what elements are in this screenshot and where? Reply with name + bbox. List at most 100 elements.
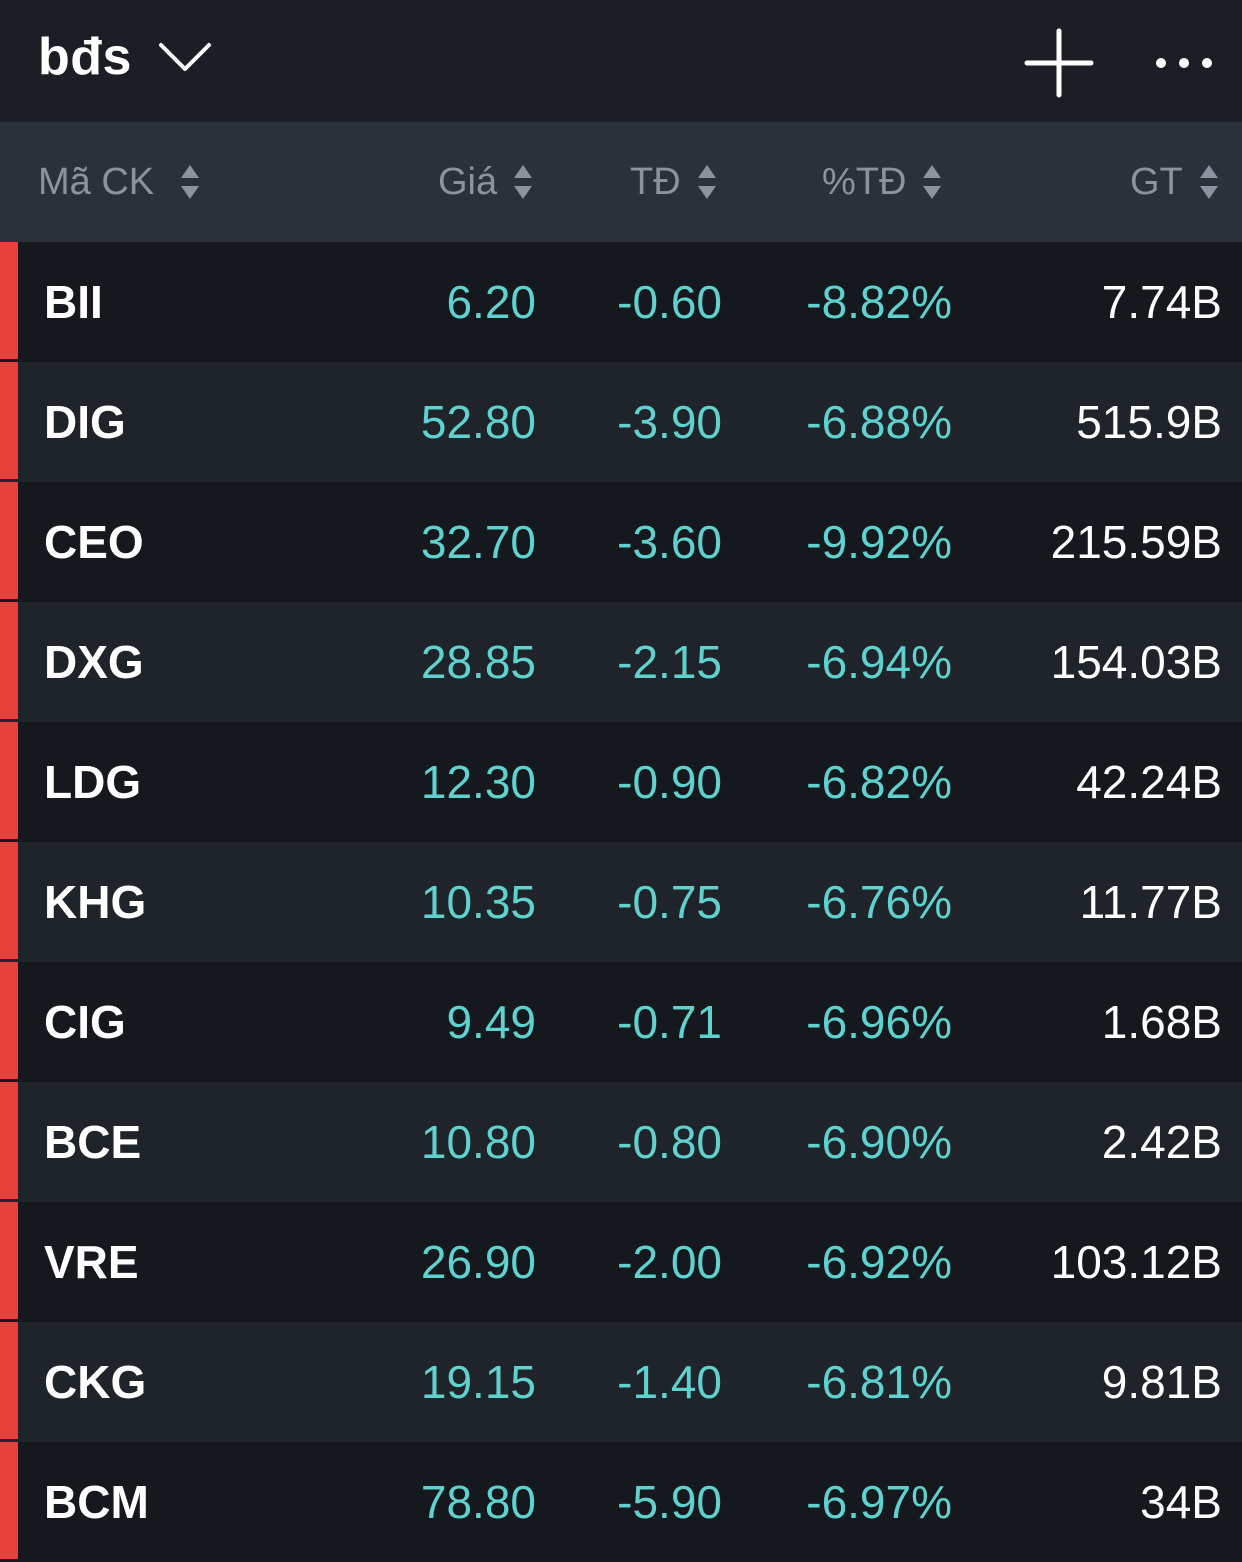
change: -0.75 <box>617 876 722 928</box>
watchlist-selector[interactable]: bđs <box>38 28 212 86</box>
down-indicator-bar <box>0 842 18 959</box>
trade-value: 154.03B <box>1050 636 1222 688</box>
trade-value: 11.77B <box>1079 876 1222 928</box>
trade-value: 7.74B <box>1101 276 1222 328</box>
change: -5.90 <box>617 1476 722 1528</box>
percent-change: -6.90% <box>806 1116 952 1168</box>
down-indicator-bar <box>0 1082 18 1199</box>
price: 28.85 <box>420 636 536 688</box>
down-indicator-bar <box>0 362 18 479</box>
symbol: CKG <box>44 1356 147 1408</box>
down-indicator-bar <box>0 1322 18 1439</box>
sort-icon <box>697 165 716 199</box>
price: 12.30 <box>420 756 536 808</box>
down-indicator-bar <box>0 1202 18 1319</box>
table-row[interactable]: DXG 28.85 -2.15 -6.94% 154.03B <box>0 602 1242 722</box>
plus-icon[interactable] <box>1024 28 1094 98</box>
chevron-down-icon <box>158 43 211 71</box>
table-row[interactable]: KHG 10.35 -0.75 -6.76% 11.77B <box>0 842 1242 962</box>
percent-change: -6.94% <box>806 636 952 688</box>
header-percent[interactable]: %TĐ <box>822 122 942 242</box>
table-row[interactable]: CEO 32.70 -3.60 -9.92% 215.59B <box>0 482 1242 602</box>
symbol: VRE <box>44 1236 139 1288</box>
header-percent-label: %TĐ <box>822 160 907 203</box>
header-symbol[interactable]: Mã CK <box>38 122 200 242</box>
table-row[interactable]: BCM 78.80 -5.90 -6.97% 34B <box>0 1442 1242 1562</box>
trade-value: 103.12B <box>1050 1236 1222 1288</box>
price: 10.80 <box>420 1116 536 1168</box>
down-indicator-bar <box>0 242 18 359</box>
change: -0.90 <box>617 756 722 808</box>
header-price[interactable]: Giá <box>438 122 533 242</box>
sort-icon <box>923 165 942 199</box>
price: 78.80 <box>420 1476 536 1528</box>
down-indicator-bar <box>0 962 18 1079</box>
header-price-label: Giá <box>438 160 498 203</box>
percent-change: -9.92% <box>806 516 952 568</box>
table-row[interactable]: BCE 10.80 -0.80 -6.90% 2.42B <box>0 1082 1242 1202</box>
down-indicator-bar <box>0 1442 18 1559</box>
table-row[interactable]: LDG 12.30 -0.90 -6.82% 42.24B <box>0 722 1242 842</box>
sort-icon <box>514 165 533 199</box>
table-row[interactable]: DIG 52.80 -3.90 -6.88% 515.9B <box>0 362 1242 482</box>
table-row[interactable]: CIG 9.49 -0.71 -6.96% 1.68B <box>0 962 1242 1082</box>
percent-change: -8.82% <box>806 276 952 328</box>
change: -2.00 <box>617 1236 722 1288</box>
symbol: LDG <box>44 756 142 808</box>
percent-change: -6.97% <box>806 1476 952 1528</box>
sort-icon <box>1199 165 1218 199</box>
price: 10.35 <box>420 876 536 928</box>
trade-value: 215.59B <box>1050 516 1222 568</box>
symbol: DXG <box>44 636 144 688</box>
change: -1.40 <box>617 1356 722 1408</box>
header-value[interactable]: GT <box>1130 122 1219 242</box>
header-change-label: TĐ <box>630 160 681 203</box>
watchlist-name: bđs <box>38 28 132 86</box>
percent-change: -6.81% <box>806 1356 952 1408</box>
down-indicator-bar <box>0 722 18 839</box>
down-indicator-bar <box>0 602 18 719</box>
price: 52.80 <box>420 396 536 448</box>
price: 26.90 <box>420 1236 536 1288</box>
table-row[interactable]: VRE 26.90 -2.00 -6.92% 103.12B <box>0 1202 1242 1322</box>
header-symbol-label: Mã CK <box>38 160 155 203</box>
price: 32.70 <box>420 516 536 568</box>
change: -3.60 <box>617 516 722 568</box>
more-horizontal-icon[interactable] <box>1152 48 1216 78</box>
price: 19.15 <box>420 1356 536 1408</box>
stock-list: BII 6.20 -0.60 -8.82% 7.74B DIG 52.80 -3… <box>0 242 1242 1562</box>
table-row[interactable]: CKG 19.15 -1.40 -6.81% 9.81B <box>0 1322 1242 1442</box>
change: -0.60 <box>617 276 722 328</box>
percent-change: -6.88% <box>806 396 952 448</box>
top-bar: bđs <box>0 0 1242 122</box>
percent-change: -6.76% <box>806 876 952 928</box>
trade-value: 9.81B <box>1101 1356 1222 1408</box>
sort-icon <box>181 165 200 199</box>
header-change[interactable]: TĐ <box>630 122 717 242</box>
table-row[interactable]: BII 6.20 -0.60 -8.82% 7.74B <box>0 242 1242 362</box>
change: -0.80 <box>617 1116 722 1168</box>
change: -3.90 <box>617 396 722 448</box>
change: -2.15 <box>617 636 722 688</box>
trade-value: 1.68B <box>1101 996 1222 1048</box>
symbol: BCE <box>44 1116 142 1168</box>
trade-value: 2.42B <box>1101 1116 1222 1168</box>
percent-change: -6.82% <box>806 756 952 808</box>
change: -0.71 <box>617 996 722 1048</box>
header-value-label: GT <box>1130 160 1183 203</box>
percent-change: -6.92% <box>806 1236 952 1288</box>
symbol: CIG <box>44 996 126 1048</box>
trade-value: 515.9B <box>1076 396 1222 448</box>
symbol: BII <box>44 276 103 328</box>
symbol: KHG <box>44 876 147 928</box>
trade-value: 34B <box>1140 1476 1222 1528</box>
percent-change: -6.96% <box>806 996 952 1048</box>
trade-value: 42.24B <box>1076 756 1222 808</box>
symbol: BCM <box>44 1476 149 1528</box>
table-header: Mã CK Giá TĐ %TĐ GT <box>0 122 1242 242</box>
down-indicator-bar <box>0 482 18 599</box>
symbol: DIG <box>44 396 126 448</box>
price: 9.49 <box>446 996 536 1048</box>
symbol: CEO <box>44 516 144 568</box>
price: 6.20 <box>446 276 536 328</box>
